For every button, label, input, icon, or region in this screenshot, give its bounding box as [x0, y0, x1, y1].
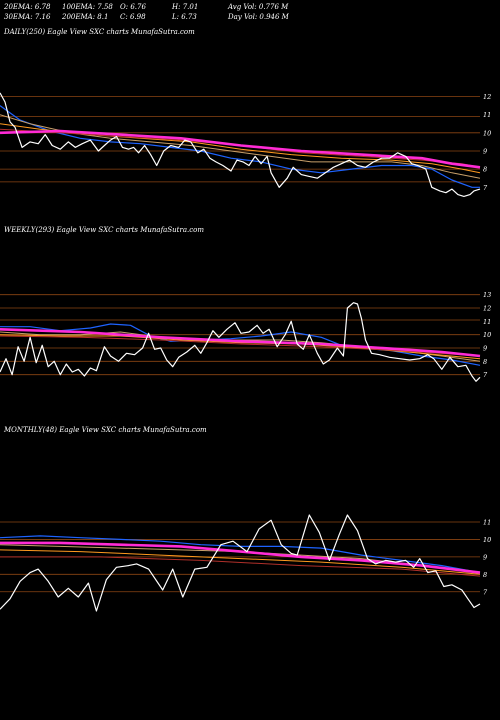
- header-stats: 20EMA: 6.78 100EMA: 7.58 O: 6.76 H: 7.01…: [3, 3, 290, 21]
- y-tick-label: 9: [483, 553, 487, 561]
- y-tick-label: 12: [483, 93, 491, 101]
- ema-series-line: [0, 335, 481, 357]
- y-tick-label: 11: [483, 111, 491, 119]
- ema-series-line: [0, 549, 481, 575]
- daily-panel: DAILY(250) Eagle View SXC charts MunafaS…: [0, 28, 491, 197]
- chart-panels: DAILY(250) Eagle View SXC charts MunafaS…: [0, 28, 491, 612]
- y-tick-label: 10: [483, 536, 491, 544]
- y-tick-label: 13: [483, 291, 491, 299]
- y-tick-label: 12: [483, 305, 491, 313]
- ema-series-line: [0, 328, 481, 358]
- stat-avg-vol: Avg Vol: 0.776 M: [227, 3, 289, 11]
- price-series-line: [0, 302, 481, 382]
- weekly-chart-title: WEEKLY(293) Eagle View SXC charts Munafa…: [4, 226, 204, 234]
- ema-series-line: [0, 105, 480, 188]
- stat-100ema: 100EMA: 7.58: [62, 3, 113, 11]
- ema-series-line: [0, 535, 481, 574]
- y-tick-label: 7: [483, 184, 488, 192]
- stat-200ema: 200EMA: 8.1: [61, 13, 108, 21]
- monthly-chart-title: MONTHLY(48) Eagle View SXC charts Munafa…: [3, 426, 207, 434]
- y-tick-label: 10: [483, 331, 491, 339]
- stat-close: C: 6.98: [120, 13, 146, 21]
- stat-open: O: 6.76: [120, 3, 146, 11]
- stat-high: H: 7.01: [171, 3, 198, 11]
- y-tick-label: 9: [483, 147, 487, 155]
- stat-30ema: 30EMA: 7.16: [4, 13, 51, 21]
- daily-chart-title: DAILY(250) Eagle View SXC charts MunafaS…: [3, 28, 195, 36]
- y-tick-label: 8: [483, 571, 487, 579]
- monthly-panel: MONTHLY(48) Eagle View SXC charts Munafa…: [0, 426, 491, 612]
- stat-20ema: 20EMA: 6.78: [3, 3, 51, 11]
- ema-series-line: [0, 129, 481, 169]
- stat-day-vol: Day Vol: 0.946 M: [227, 13, 290, 21]
- y-tick-label: 10: [483, 129, 491, 137]
- y-tick-label: 11: [483, 318, 491, 326]
- ema-series-line: [0, 334, 481, 360]
- ema-series-line: [0, 541, 481, 574]
- stat-low: L: 6.73: [171, 13, 197, 21]
- y-tick-label: 8: [483, 166, 487, 174]
- price-series-line: [0, 514, 481, 612]
- ema-series-line: [0, 556, 481, 577]
- y-tick-label: 9: [483, 345, 487, 353]
- price-series-line: [0, 92, 481, 197]
- y-tick-label: 7: [483, 588, 488, 596]
- y-tick-label: 11: [483, 518, 491, 526]
- ema-series-line: [0, 323, 481, 366]
- weekly-panel: WEEKLY(293) Eagle View SXC charts Munafa…: [0, 226, 491, 382]
- y-tick-label: 7: [483, 371, 488, 379]
- y-tick-label: 8: [483, 358, 487, 366]
